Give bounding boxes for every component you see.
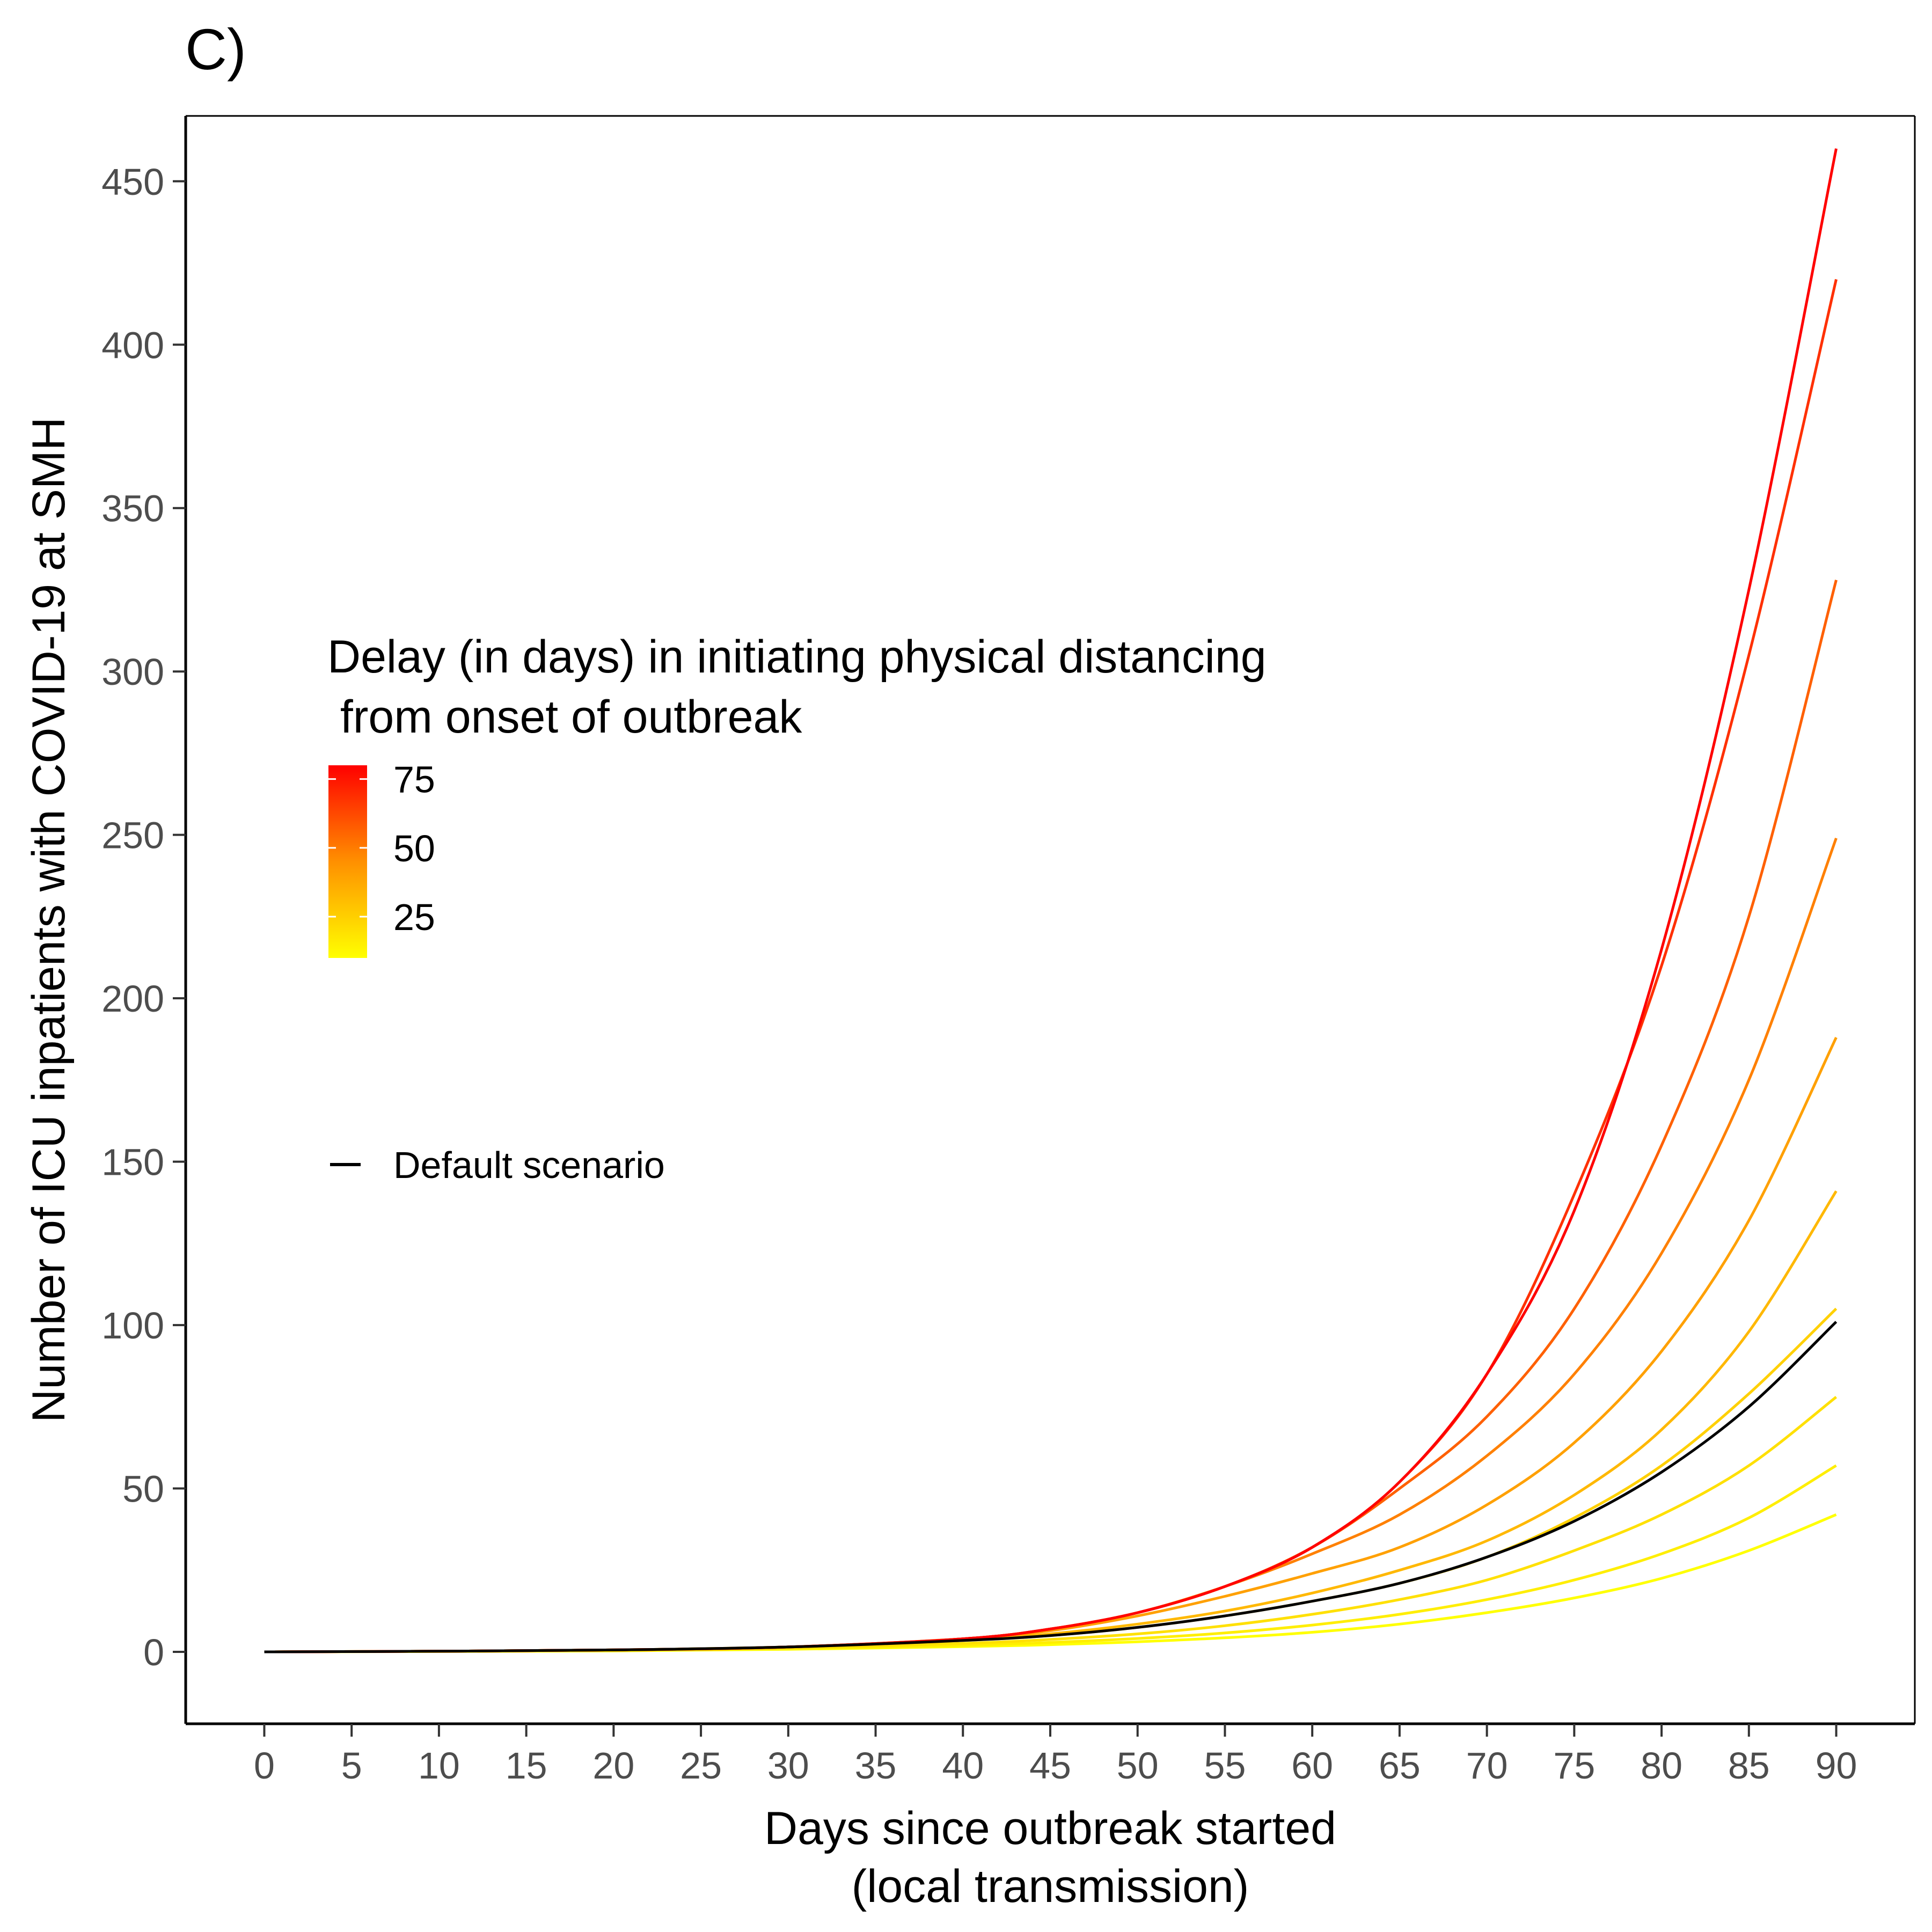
series-line-delay-30 bbox=[264, 1190, 1838, 1653]
y-tick-label-200: 200 bbox=[101, 978, 164, 1020]
series-line-delay-15 bbox=[264, 1396, 1838, 1653]
series-line-delay-80 bbox=[264, 148, 1838, 1653]
x-tick-label-10: 10 bbox=[418, 1745, 460, 1787]
x-tick-label-15: 15 bbox=[506, 1745, 547, 1787]
x-tick-label-70: 70 bbox=[1466, 1745, 1508, 1787]
colorbar-label-50: 50 bbox=[393, 828, 435, 869]
series-line-delay-20 bbox=[264, 1307, 1838, 1653]
legend-title-line-2: from onset of outbreak bbox=[327, 691, 802, 743]
colorbar-label-25: 25 bbox=[393, 896, 435, 938]
x-tick-label-75: 75 bbox=[1553, 1745, 1595, 1787]
legend-label-default: Default scenario bbox=[393, 1144, 665, 1186]
y-tick-label-100: 100 bbox=[101, 1305, 164, 1346]
x-tick-label-65: 65 bbox=[1379, 1745, 1421, 1787]
y-axis-title: Number of ICU inpatients with COVID-19 a… bbox=[23, 417, 75, 1423]
axes-layer: 0 5 10 15 20 25 30 35 40 45 50 55 60 65 70 75 80 85 90 0 50 1… bbox=[23, 115, 1916, 1912]
x-tick-label-40: 40 bbox=[942, 1745, 984, 1787]
legend-title-line-1: Delay (in days) in initiating physical d… bbox=[327, 631, 1267, 683]
x-tick-label-85: 85 bbox=[1728, 1745, 1770, 1787]
x-tick-label-0: 0 bbox=[254, 1745, 275, 1787]
series-line-delay-70 bbox=[264, 279, 1838, 1653]
y-tick-label-150: 150 bbox=[101, 1141, 164, 1183]
y-tick-label-250: 250 bbox=[101, 815, 164, 857]
y-tick-label-50: 50 bbox=[122, 1468, 164, 1510]
series-line-delay-12 bbox=[264, 1464, 1837, 1653]
y-tick-label-400: 400 bbox=[101, 324, 164, 366]
x-tick-label-5: 5 bbox=[341, 1745, 362, 1787]
series-line-default bbox=[264, 1321, 1838, 1653]
x-tick-label-20: 20 bbox=[592, 1745, 634, 1787]
y-tick-label-450: 450 bbox=[101, 161, 164, 203]
x-tick-label-80: 80 bbox=[1641, 1745, 1682, 1787]
colorbar bbox=[328, 765, 367, 958]
x-tick-label-50: 50 bbox=[1117, 1745, 1159, 1787]
colorbar-label-75: 75 bbox=[393, 759, 435, 801]
y-tick-label-300: 300 bbox=[101, 651, 164, 693]
x-axis-title-line-2: (local transmission) bbox=[852, 1861, 1249, 1912]
series-layer bbox=[264, 148, 1838, 1653]
y-tick-label-350: 350 bbox=[101, 488, 164, 530]
panel-label: C) bbox=[185, 17, 246, 82]
x-tick-label-25: 25 bbox=[680, 1745, 722, 1787]
legend: Delay (in days) in initiating physical d… bbox=[327, 631, 1267, 1186]
y-tick-label-0: 0 bbox=[143, 1631, 164, 1673]
x-tick-label-60: 60 bbox=[1291, 1745, 1333, 1787]
x-tick-label-45: 45 bbox=[1029, 1745, 1071, 1787]
x-tick-label-55: 55 bbox=[1204, 1745, 1246, 1787]
x-axis-title-line-1: Days since outbreak started bbox=[764, 1803, 1336, 1854]
x-tick-label-30: 30 bbox=[767, 1745, 809, 1787]
x-tick-label-35: 35 bbox=[855, 1745, 897, 1787]
x-tick-label-90: 90 bbox=[1816, 1745, 1857, 1787]
series-line-delay-50 bbox=[264, 837, 1838, 1653]
